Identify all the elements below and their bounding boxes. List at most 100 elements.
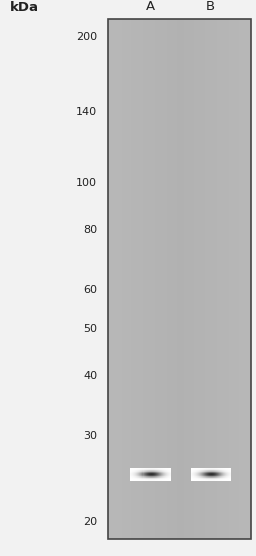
Bar bbox=[232, 19, 234, 539]
Bar bbox=[192, 476, 193, 477]
Bar bbox=[208, 479, 209, 480]
Bar bbox=[221, 475, 222, 476]
Bar bbox=[143, 469, 144, 470]
Bar bbox=[219, 472, 220, 473]
Bar bbox=[169, 469, 171, 470]
Bar bbox=[228, 479, 229, 480]
Bar bbox=[211, 473, 212, 474]
Bar bbox=[135, 474, 136, 475]
Bar bbox=[229, 470, 230, 471]
Bar bbox=[227, 478, 228, 479]
Bar bbox=[152, 479, 153, 480]
Bar bbox=[194, 475, 195, 476]
Bar bbox=[202, 475, 203, 476]
Bar bbox=[145, 474, 147, 475]
Bar bbox=[140, 477, 141, 478]
Bar bbox=[151, 473, 152, 474]
Bar bbox=[141, 479, 142, 480]
Bar bbox=[154, 473, 155, 474]
Bar bbox=[108, 19, 110, 539]
Bar bbox=[134, 473, 135, 474]
Bar bbox=[146, 472, 147, 473]
Bar bbox=[193, 478, 194, 479]
Bar bbox=[210, 474, 211, 475]
Bar bbox=[208, 478, 209, 479]
Bar bbox=[133, 470, 134, 471]
Bar bbox=[191, 470, 192, 471]
Bar bbox=[162, 469, 163, 470]
Bar bbox=[213, 479, 214, 480]
Bar bbox=[223, 479, 224, 480]
Bar bbox=[161, 473, 162, 474]
Bar bbox=[226, 472, 227, 473]
Bar bbox=[220, 476, 221, 477]
Bar bbox=[153, 479, 154, 480]
Bar bbox=[193, 472, 194, 473]
Bar bbox=[155, 479, 156, 480]
Bar bbox=[219, 480, 220, 481]
Bar bbox=[216, 470, 217, 471]
Bar bbox=[200, 479, 201, 480]
Bar bbox=[124, 19, 127, 539]
Bar bbox=[133, 472, 134, 473]
Bar bbox=[142, 480, 143, 481]
Bar bbox=[164, 479, 165, 480]
Bar bbox=[161, 472, 162, 473]
Bar bbox=[227, 475, 228, 476]
Bar bbox=[211, 471, 212, 472]
Bar bbox=[151, 471, 152, 472]
Bar bbox=[201, 471, 202, 472]
Bar bbox=[169, 476, 170, 477]
Bar bbox=[230, 472, 231, 473]
Bar bbox=[192, 479, 193, 480]
Bar bbox=[144, 475, 145, 476]
Bar bbox=[135, 479, 136, 480]
Bar bbox=[224, 478, 225, 479]
Bar bbox=[155, 478, 156, 479]
Bar bbox=[132, 474, 133, 475]
Bar bbox=[191, 477, 192, 478]
Bar bbox=[131, 469, 132, 470]
Bar bbox=[215, 478, 216, 479]
Bar bbox=[153, 476, 154, 477]
Bar bbox=[218, 471, 219, 472]
Bar bbox=[220, 480, 221, 481]
Bar bbox=[169, 470, 170, 471]
Bar bbox=[192, 478, 193, 479]
Bar bbox=[164, 480, 165, 481]
Bar bbox=[165, 476, 166, 477]
Bar bbox=[217, 473, 218, 474]
Bar bbox=[151, 469, 152, 470]
Bar bbox=[220, 470, 221, 471]
Bar bbox=[209, 477, 210, 478]
Bar bbox=[203, 479, 204, 480]
Bar bbox=[218, 474, 219, 475]
Bar bbox=[206, 476, 207, 477]
Bar bbox=[138, 19, 141, 539]
Bar bbox=[199, 477, 200, 478]
Bar bbox=[138, 470, 140, 471]
Bar bbox=[222, 19, 225, 539]
Bar bbox=[217, 469, 218, 470]
Bar bbox=[209, 470, 210, 471]
Text: kDa: kDa bbox=[10, 1, 39, 14]
Bar bbox=[225, 479, 226, 480]
Bar bbox=[161, 477, 162, 478]
Bar bbox=[222, 472, 223, 473]
Bar bbox=[168, 478, 169, 479]
Bar bbox=[165, 471, 166, 472]
Bar bbox=[214, 470, 215, 471]
Bar bbox=[132, 479, 134, 480]
Bar bbox=[132, 476, 134, 477]
Bar bbox=[152, 477, 153, 478]
Bar bbox=[228, 478, 229, 479]
Bar bbox=[135, 472, 136, 473]
Bar bbox=[186, 19, 189, 539]
Bar bbox=[223, 471, 224, 472]
Bar bbox=[196, 470, 197, 471]
Bar bbox=[196, 474, 197, 475]
Bar bbox=[204, 479, 205, 480]
Bar bbox=[205, 478, 206, 479]
Bar bbox=[166, 471, 167, 472]
Bar bbox=[136, 478, 137, 479]
